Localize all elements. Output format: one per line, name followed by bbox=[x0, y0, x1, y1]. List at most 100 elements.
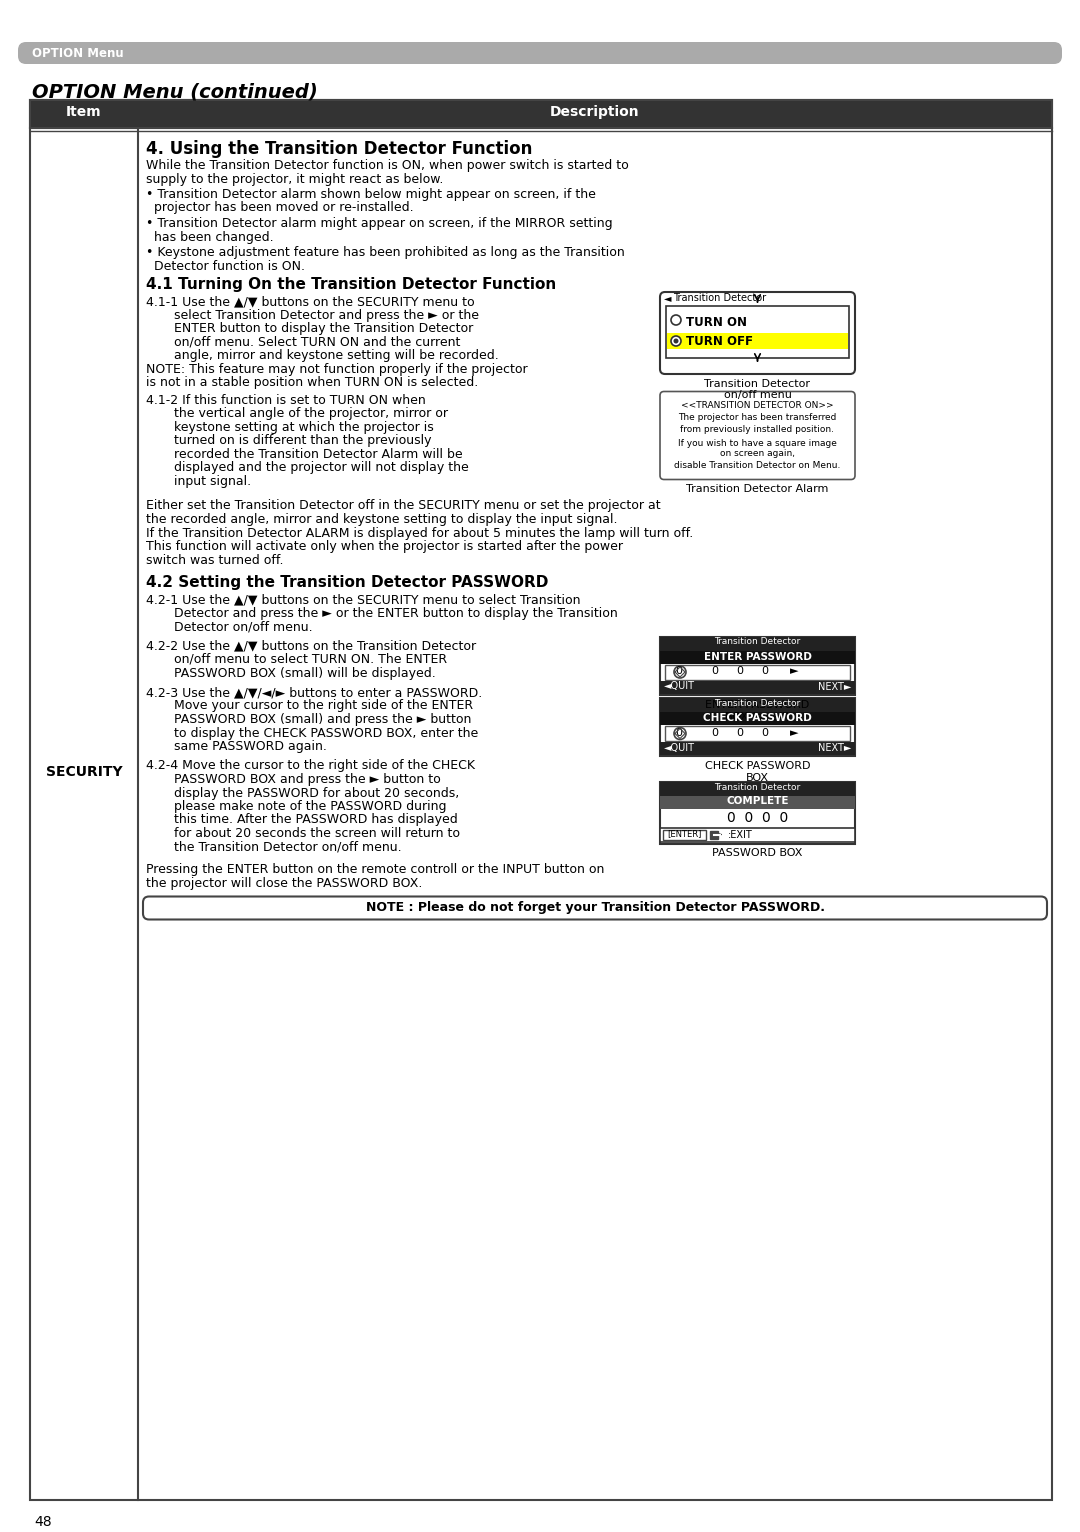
Text: 4.2-1 Use the ▲/▼ buttons on the SECURITY menu to select Transition: 4.2-1 Use the ▲/▼ buttons on the SECURIT… bbox=[146, 593, 581, 607]
Text: ◄: ◄ bbox=[664, 293, 672, 303]
Bar bbox=[660, 741, 855, 755]
Text: TURN ON: TURN ON bbox=[686, 316, 747, 329]
Text: supply to the projector, it might react as below.: supply to the projector, it might react … bbox=[146, 173, 444, 185]
Text: CHECK PASSWORD: CHECK PASSWORD bbox=[703, 712, 812, 723]
Text: Transition Detector: Transition Detector bbox=[714, 699, 800, 708]
Bar bbox=[660, 636, 855, 694]
Text: • Transition Detector alarm shown below might appear on screen, if the: • Transition Detector alarm shown below … bbox=[146, 188, 596, 201]
Bar bbox=[660, 827, 855, 841]
Text: the projector will close the PASSWORD BOX.: the projector will close the PASSWORD BO… bbox=[146, 876, 422, 890]
Text: TURN OFF: TURN OFF bbox=[686, 336, 753, 348]
Text: the vertical angle of the projector, mirror or: the vertical angle of the projector, mir… bbox=[146, 408, 448, 420]
Text: The projector has been transferred: The projector has been transferred bbox=[678, 414, 837, 423]
Text: ►: ► bbox=[789, 728, 798, 738]
FancyBboxPatch shape bbox=[660, 392, 855, 480]
Text: 4.1-2 If this function is set to TURN ON when: 4.1-2 If this function is set to TURN ON… bbox=[146, 394, 426, 406]
Polygon shape bbox=[710, 830, 718, 838]
Text: 4.2-4 Move the cursor to the right side of the CHECK: 4.2-4 Move the cursor to the right side … bbox=[146, 760, 475, 772]
Text: CHECK PASSWORD: CHECK PASSWORD bbox=[705, 761, 810, 771]
Text: projector has been moved or re-installed.: projector has been moved or re-installed… bbox=[146, 202, 414, 214]
Text: ◄QUIT: ◄QUIT bbox=[664, 743, 696, 754]
Text: Item: Item bbox=[66, 106, 102, 119]
Text: on/off menu: on/off menu bbox=[724, 391, 792, 400]
Text: 0: 0 bbox=[737, 728, 743, 738]
Text: for about 20 seconds the screen will return to: for about 20 seconds the screen will ret… bbox=[146, 827, 460, 840]
Text: Transition Detector: Transition Detector bbox=[673, 293, 766, 303]
Bar bbox=[660, 636, 855, 651]
Text: Detector function is ON.: Detector function is ON. bbox=[146, 259, 305, 273]
Text: this time. After the PASSWORD has displayed: this time. After the PASSWORD has displa… bbox=[146, 813, 458, 826]
Text: Pressing the ENTER button on the remote controll or the INPUT button on: Pressing the ENTER button on the remote … bbox=[146, 864, 605, 876]
Text: Detector and press the ► or the ENTER button to display the Transition: Detector and press the ► or the ENTER bu… bbox=[146, 607, 618, 619]
Bar bbox=[667, 332, 848, 349]
Text: NOTE: This feature may not function properly if the projector: NOTE: This feature may not function prop… bbox=[146, 363, 528, 375]
Text: PASSWORD BOX (small) will be displayed.: PASSWORD BOX (small) will be displayed. bbox=[146, 666, 435, 680]
Text: Transition Detector Alarm: Transition Detector Alarm bbox=[686, 484, 828, 495]
FancyBboxPatch shape bbox=[18, 41, 1062, 64]
Text: 0: 0 bbox=[712, 728, 718, 738]
Text: Transition Detector: Transition Detector bbox=[704, 378, 810, 389]
Text: 4.2 Setting the Transition Detector PASSWORD: 4.2 Setting the Transition Detector PASS… bbox=[146, 574, 549, 590]
Text: 4.1-1 Use the ▲/▼ buttons on the SECURITY menu to: 4.1-1 Use the ▲/▼ buttons on the SECURIT… bbox=[146, 296, 474, 308]
Text: the recorded angle, mirror and keystone setting to display the input signal.: the recorded angle, mirror and keystone … bbox=[146, 513, 618, 525]
Text: If you wish to have a square image: If you wish to have a square image bbox=[678, 438, 837, 447]
Text: 4.1 Turning On the Transition Detector Function: 4.1 Turning On the Transition Detector F… bbox=[146, 277, 556, 293]
Text: Detector on/off menu.: Detector on/off menu. bbox=[146, 620, 312, 633]
Bar bbox=[660, 680, 855, 694]
Text: turned on is different than the previously: turned on is different than the previous… bbox=[146, 434, 432, 447]
Text: 0: 0 bbox=[675, 728, 683, 738]
Text: While the Transition Detector function is ON, when power switch is started to: While the Transition Detector function i… bbox=[146, 159, 629, 172]
Circle shape bbox=[674, 728, 686, 740]
Text: 0: 0 bbox=[761, 666, 769, 677]
FancyBboxPatch shape bbox=[143, 896, 1047, 919]
Bar bbox=[660, 795, 855, 809]
Text: COMPLETE: COMPLETE bbox=[726, 797, 788, 806]
Text: <<TRANSITION DETECTOR ON>>: <<TRANSITION DETECTOR ON>> bbox=[681, 400, 834, 409]
Circle shape bbox=[671, 316, 681, 325]
Bar bbox=[665, 665, 850, 680]
Text: 4. Using the Transition Detector Function: 4. Using the Transition Detector Functio… bbox=[146, 139, 532, 158]
Text: Transition Detector: Transition Detector bbox=[714, 783, 800, 792]
Text: OPTION Menu (continued): OPTION Menu (continued) bbox=[32, 83, 318, 101]
Bar bbox=[660, 781, 855, 795]
Text: If the Transition Detector ALARM is displayed for about 5 minutes the lamp will : If the Transition Detector ALARM is disp… bbox=[146, 527, 693, 539]
Text: :EXIT: :EXIT bbox=[728, 829, 753, 840]
Text: angle, mirror and keystone setting will be recorded.: angle, mirror and keystone setting will … bbox=[146, 349, 499, 362]
Bar bbox=[660, 712, 855, 725]
Text: to display the CHECK PASSWORD BOX, enter the: to display the CHECK PASSWORD BOX, enter… bbox=[146, 726, 478, 740]
Text: ENTER button to display the Transition Detector: ENTER button to display the Transition D… bbox=[146, 322, 473, 336]
Text: PASSWORD BOX and press the ► button to: PASSWORD BOX and press the ► button to bbox=[146, 774, 441, 786]
Text: display the PASSWORD for about 20 seconds,: display the PASSWORD for about 20 second… bbox=[146, 786, 459, 800]
Text: This function will activate only when the projector is started after the power: This function will activate only when th… bbox=[146, 539, 623, 553]
Text: has been changed.: has been changed. bbox=[146, 230, 273, 244]
Text: PASSWORD BOX (small) and press the ► button: PASSWORD BOX (small) and press the ► but… bbox=[146, 712, 471, 726]
Text: 0: 0 bbox=[761, 728, 769, 738]
Bar bbox=[663, 829, 706, 840]
Bar bbox=[30, 100, 1052, 129]
Text: the Transition Detector on/off menu.: the Transition Detector on/off menu. bbox=[146, 841, 402, 853]
Text: BOX: BOX bbox=[746, 774, 769, 783]
Bar bbox=[660, 699, 855, 712]
Text: ENTER PASSWORD: ENTER PASSWORD bbox=[705, 700, 810, 709]
Text: disable Transition Detector on Menu.: disable Transition Detector on Menu. bbox=[674, 461, 840, 469]
Text: ENTER PASSWORD: ENTER PASSWORD bbox=[703, 651, 811, 662]
Bar bbox=[660, 651, 855, 663]
Text: Either set the Transition Detector off in the SECURITY menu or set the projector: Either set the Transition Detector off i… bbox=[146, 499, 661, 513]
Text: ►: ► bbox=[789, 666, 798, 677]
Text: Transition Detector: Transition Detector bbox=[714, 637, 800, 647]
Text: 0  0  0  0: 0 0 0 0 bbox=[727, 812, 788, 826]
Text: 0: 0 bbox=[675, 666, 683, 677]
Text: SECURITY: SECURITY bbox=[45, 764, 122, 778]
Text: is not in a stable position when TURN ON is selected.: is not in a stable position when TURN ON… bbox=[146, 375, 478, 389]
Text: 0: 0 bbox=[737, 666, 743, 677]
Text: NEXT►: NEXT► bbox=[818, 682, 851, 691]
Text: ◄QUIT: ◄QUIT bbox=[664, 682, 696, 691]
Text: NOTE : Please do not forget your Transition Detector PASSWORD.: NOTE : Please do not forget your Transit… bbox=[365, 901, 824, 913]
Bar bbox=[666, 306, 849, 358]
Bar bbox=[660, 781, 855, 844]
Text: on/off menu to select TURN ON. The ENTER: on/off menu to select TURN ON. The ENTER bbox=[146, 653, 447, 666]
Text: 0: 0 bbox=[712, 666, 718, 677]
Text: 48: 48 bbox=[33, 1515, 52, 1529]
Text: displayed and the projector will not display the: displayed and the projector will not dis… bbox=[146, 461, 469, 473]
Text: on screen again,: on screen again, bbox=[720, 449, 795, 458]
